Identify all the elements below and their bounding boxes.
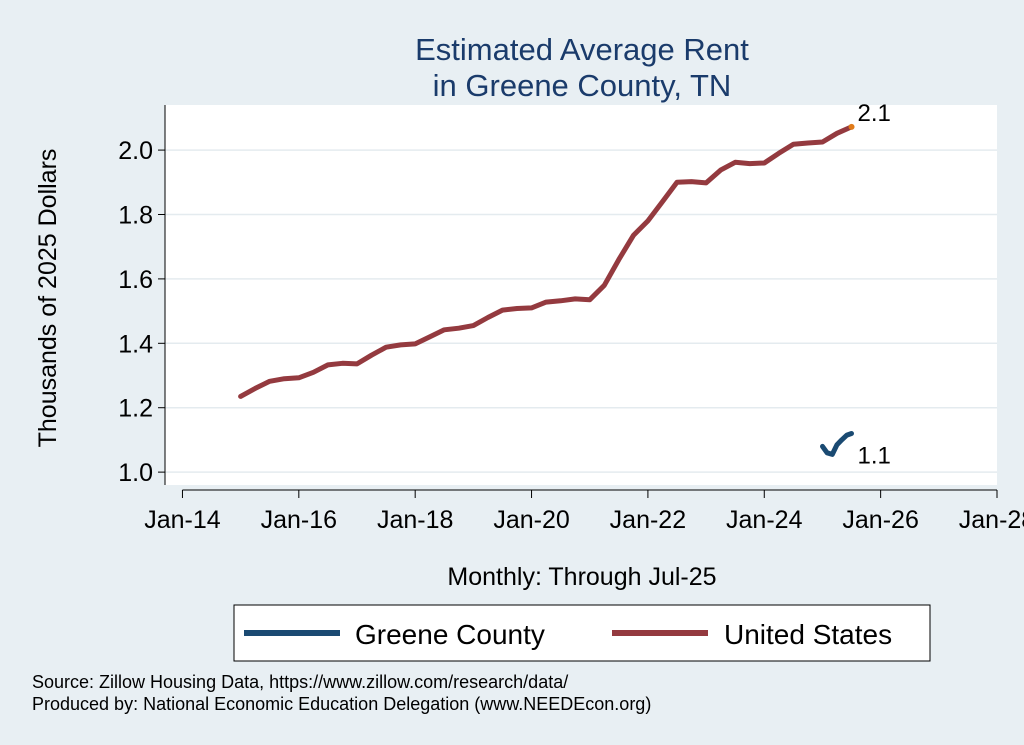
y-tick-label: 1.4: [118, 330, 153, 358]
end-label-united-states: 2.1: [858, 100, 891, 127]
plot-area: [165, 105, 997, 485]
chart-title: Estimated Average Rent in Greene County,…: [415, 32, 749, 103]
y-axis-title: Thousands of 2025 Dollars: [34, 149, 62, 448]
series-line-greene-county: [820, 431, 854, 457]
source-note: Source: Zillow Housing Data, https://www…: [32, 672, 651, 714]
legend-box: [233, 604, 931, 662]
series-line-united-states: [238, 124, 854, 399]
x-axis-title: Monthly: Through Jul-25: [447, 563, 716, 591]
source-line-1: Source: Zillow Housing Data, https://www…: [32, 672, 568, 692]
x-tick-label: Jan-28: [959, 506, 1024, 534]
x-tick-label: Jan-24: [726, 506, 803, 534]
y-tick-label: 1.0: [118, 459, 153, 487]
x-tick-label: Jan-14: [144, 506, 221, 534]
legend-label-greene-county: Greene County: [355, 619, 545, 650]
x-tick-label: Jan-22: [610, 506, 686, 534]
legend: Greene County United States: [233, 604, 931, 662]
chart-title-line-1: Estimated Average Rent: [415, 32, 749, 67]
x-tick-label: Jan-20: [493, 506, 569, 534]
x-tick-label: Jan-16: [261, 506, 337, 534]
x-tick-label: Jan-18: [377, 506, 453, 534]
series-layer: 1.1 2.1: [238, 100, 891, 469]
source-line-2: Produced by: National Economic Education…: [32, 694, 651, 714]
end-label-greene-county: 1.1: [858, 442, 891, 469]
y-axis: 1.0 1.2 1.4 1.6 1.8 2.0: [118, 105, 166, 487]
y-tick-label: 1.6: [118, 266, 153, 294]
x-tick-label: Jan-26: [842, 506, 918, 534]
legend-label-united-states: United States: [724, 619, 892, 650]
chart-title-line-2: in Greene County, TN: [433, 68, 732, 103]
y-tick-label: 2.0: [118, 137, 153, 165]
y-tick-label: 1.8: [118, 201, 153, 229]
end-marker-united-states: [848, 123, 855, 130]
x-axis: Jan-14 Jan-16 Jan-18 Jan-20 Jan-22 Jan-24 Jan-…: [144, 489, 1024, 534]
y-tick-label: 1.2: [118, 395, 153, 423]
grid-lines: [165, 149, 997, 473]
